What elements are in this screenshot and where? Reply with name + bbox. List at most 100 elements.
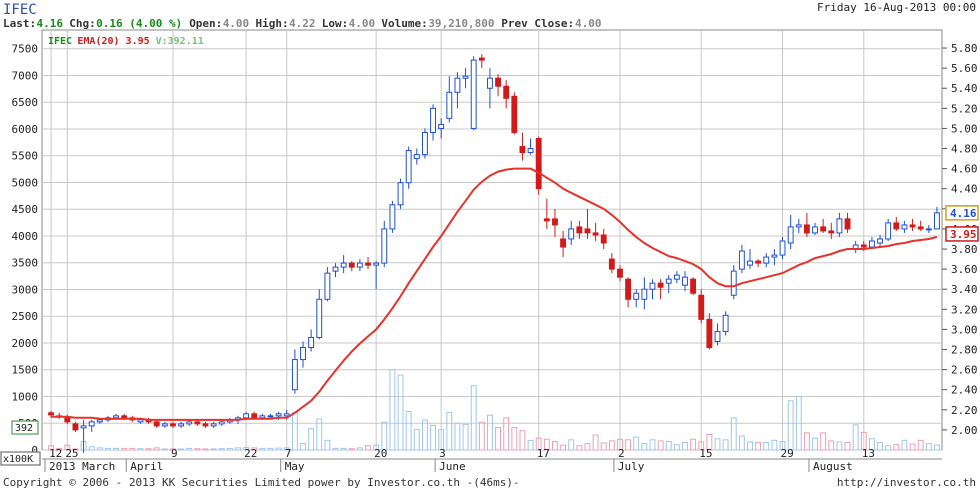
footer-url[interactable]: http://investor.co.th (837, 476, 976, 489)
candle-body (398, 183, 403, 205)
price-tick-label: 2.80 (951, 344, 978, 357)
volume-tick-label: 1000 (12, 390, 39, 403)
candle-body (869, 241, 874, 247)
price-tick-label: 2.00 (951, 424, 978, 437)
candle-body (585, 229, 590, 233)
candle-body (292, 360, 297, 390)
date-tick-label: 17 (537, 447, 550, 460)
candle-body (406, 151, 411, 183)
candle-body (926, 229, 931, 230)
candle-body (829, 231, 834, 233)
candle-body (642, 289, 647, 299)
candle-body (683, 277, 688, 285)
date-tick-label: July (618, 460, 645, 473)
candle-body (366, 263, 371, 265)
date-tick-label: 13 (862, 447, 875, 460)
candle-body (414, 155, 419, 159)
candle-body (487, 78, 492, 88)
candle-body (284, 414, 289, 416)
candle-body (317, 299, 322, 337)
candle-body (609, 259, 614, 269)
candle-body (114, 416, 119, 418)
price-tick-label: 4.60 (951, 163, 978, 176)
candle-body (122, 416, 127, 418)
candle-body (845, 219, 850, 229)
candle-body (748, 261, 753, 265)
candle-body (357, 263, 362, 267)
candle-body (878, 239, 883, 243)
candle-body (861, 245, 866, 247)
candle-body (934, 213, 939, 229)
date-tick-label: 25 (65, 447, 78, 460)
candle-body (463, 76, 468, 78)
candle-body (756, 261, 761, 263)
legend-row: IFEC EMA(20) 3.95 V:392.11 (48, 36, 204, 47)
candle-body (666, 279, 671, 283)
price-tick-label: 5.20 (951, 102, 978, 115)
volume-tick-label: 4000 (12, 230, 39, 243)
candle-body (626, 279, 631, 299)
candle-body (634, 293, 639, 299)
volume-tick-label: 4500 (12, 203, 39, 216)
candle-body (577, 227, 582, 233)
price-tick-label: 2.20 (951, 404, 978, 417)
candle-body (837, 219, 842, 233)
candle-body (447, 92, 452, 118)
quote-row: Last: 4.16 Chg: 0.16 (4.00 %) Open: 4.00 High:… (3, 17, 602, 30)
volume-tick-label: 7500 (12, 43, 39, 56)
price-tick-label: 3.80 (951, 243, 978, 256)
footer: Copyright © 2006 - 2013 KK Securities Li… (3, 476, 976, 489)
candle-body (886, 223, 891, 239)
candle-body (341, 263, 346, 267)
quote-label: Chg: (69, 17, 96, 30)
quote-label: Open: (189, 17, 222, 30)
candle-body (821, 227, 826, 231)
candle-body (788, 227, 793, 243)
volume-tick-label: 2500 (12, 310, 39, 323)
candle-body (374, 263, 379, 265)
volume-tick-label: 5500 (12, 150, 39, 163)
candle-body (390, 205, 395, 229)
candle-body (179, 424, 184, 426)
date-tick-label: 20 (374, 447, 387, 460)
candle-body (382, 229, 387, 263)
date-tick-label: May (285, 460, 305, 473)
candle-body (528, 149, 533, 153)
candle-body (512, 96, 517, 132)
quote-label: Prev Close: (501, 17, 574, 30)
date-stamp: Friday 16-Aug-2013 00:00 (817, 1, 976, 14)
candle-body (138, 420, 143, 422)
date-tick-label: June (439, 460, 466, 473)
candle-body (569, 229, 574, 239)
candle-body (455, 78, 460, 92)
candle-body (796, 225, 801, 227)
candle-body (276, 414, 281, 416)
date-tick-label: August (813, 460, 853, 473)
candle-body (73, 424, 78, 430)
candle-body (658, 283, 663, 287)
candle-body (536, 138, 541, 188)
quote-value: 4.00 (575, 17, 602, 30)
candle-body (439, 124, 444, 128)
candle-body (699, 295, 704, 319)
candle-body (813, 227, 818, 233)
candle-body (618, 269, 623, 277)
candle-body (674, 275, 679, 279)
volume-unit-label: x100K (3, 454, 33, 465)
quote-label: Low: (322, 17, 349, 30)
candle-body (162, 424, 167, 426)
plot-area (42, 30, 942, 450)
candle-body (211, 424, 216, 426)
candle-body (707, 319, 712, 347)
candle-body (650, 283, 655, 289)
volume-tick-label: 7000 (12, 69, 39, 82)
candle-body (544, 219, 549, 221)
candle-body (154, 422, 159, 426)
candle-body (504, 86, 509, 98)
candle-body (187, 422, 192, 424)
quote-value: 4.16 (37, 17, 64, 30)
date-tick-label: 15 (699, 447, 712, 460)
candle-body (601, 235, 606, 243)
candle-body (471, 60, 476, 128)
candle-body (723, 315, 728, 331)
